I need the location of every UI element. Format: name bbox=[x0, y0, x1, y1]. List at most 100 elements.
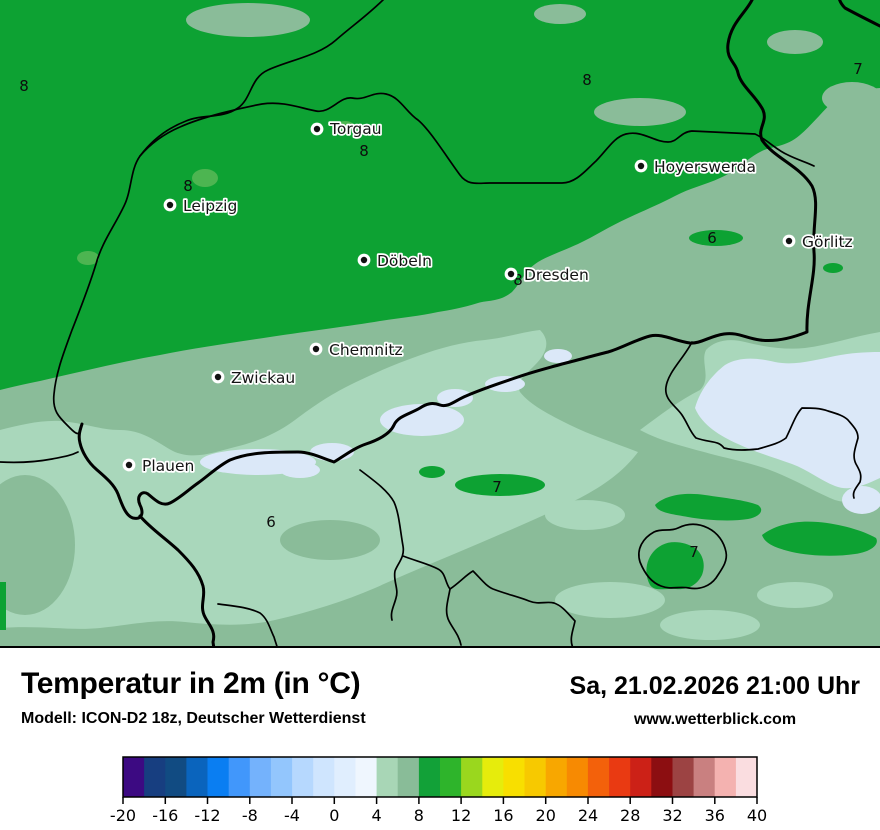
colorbar-segment bbox=[609, 757, 631, 797]
national-borders bbox=[77, 0, 880, 646]
city-marker-dot bbox=[313, 125, 321, 133]
colorbar-segment bbox=[651, 757, 673, 797]
temp-value: 8 bbox=[183, 177, 193, 195]
temp-value: 6 bbox=[266, 513, 276, 531]
colorbar-segment bbox=[123, 757, 145, 797]
city-markers: Torgau Leipzig Hoyerswerda Döbeln Dresde… bbox=[122, 118, 854, 477]
tick-label: 28 bbox=[620, 806, 640, 825]
city-marker-dot bbox=[125, 461, 133, 469]
tick-label: 20 bbox=[536, 806, 556, 825]
colorbar-segment bbox=[207, 757, 230, 797]
map-canvas: 8 8 7 8 8 6 8 6 7 7 Torgau Leipzig Hoyer… bbox=[0, 0, 880, 646]
tick-label: -20 bbox=[110, 806, 136, 825]
tick-label: 32 bbox=[662, 806, 682, 825]
map-footer: Temperatur in 2m (in °C) Sa, 21.02.2026 … bbox=[0, 648, 880, 830]
tick-label: -12 bbox=[194, 806, 220, 825]
city-marker-dot bbox=[214, 373, 222, 381]
colorbar-segment bbox=[503, 757, 525, 797]
colorbar-segment bbox=[524, 757, 547, 797]
tick-label: 40 bbox=[747, 806, 767, 825]
colorbar-segment bbox=[165, 757, 187, 797]
website-url: www.wetterblick.com bbox=[633, 711, 797, 728]
city-zwickau: Zwickau bbox=[211, 367, 297, 389]
temperature-map: 8 8 7 8 8 6 8 6 7 7 Torgau Leipzig Hoyer… bbox=[0, 0, 880, 648]
terrain-green-north bbox=[0, 0, 880, 390]
tick-label: 16 bbox=[493, 806, 513, 825]
colorbar-segment bbox=[735, 757, 758, 797]
tick-label: 4 bbox=[372, 806, 382, 825]
city-marker-dot bbox=[785, 237, 793, 245]
forecast-datetime: Sa, 21.02.2026 21:00 Uhr bbox=[569, 672, 860, 700]
colorbar-segment bbox=[587, 757, 610, 797]
tick-label: -4 bbox=[284, 806, 300, 825]
colorbar-segment bbox=[630, 757, 652, 797]
city-label: Görlitz bbox=[802, 233, 853, 251]
temp-value: 8 bbox=[19, 77, 29, 95]
terrain-lightgreen-patches bbox=[77, 121, 354, 265]
colorbar-segment bbox=[144, 757, 166, 797]
state-borders bbox=[0, 0, 862, 646]
city-goerlitz: Görlitz bbox=[782, 231, 854, 253]
tick-label: 12 bbox=[451, 806, 471, 825]
colorbar-segment bbox=[714, 757, 737, 797]
city-plauen: Plauen bbox=[122, 455, 196, 477]
colorbar-segment bbox=[440, 757, 462, 797]
city-marker-dot bbox=[360, 256, 368, 264]
colorbar-segments bbox=[123, 757, 758, 797]
city-marker-dot bbox=[637, 162, 645, 170]
city-label: Chemnitz bbox=[329, 341, 403, 359]
temp-value: 7 bbox=[492, 478, 502, 496]
temp-value: 7 bbox=[853, 60, 863, 78]
city-label: Dresden bbox=[524, 266, 589, 284]
colorbar-segment bbox=[270, 757, 293, 797]
page-title: Temperatur in 2m (in °C) bbox=[21, 667, 361, 700]
city-marker-dot bbox=[166, 201, 174, 209]
city-label: Hoyerswerda bbox=[654, 158, 756, 176]
model-info: Modell: ICON-D2 18z, Deutscher Wetterdie… bbox=[21, 710, 366, 727]
colorbar-segment bbox=[482, 757, 504, 797]
colorbar-segment bbox=[418, 757, 441, 797]
colorbar-frame bbox=[122, 756, 758, 798]
colorbar-segment bbox=[545, 757, 568, 797]
colorbar-segment bbox=[228, 757, 251, 797]
tick-label: 8 bbox=[414, 806, 424, 825]
colorbar-segment bbox=[566, 757, 589, 797]
colorbar-segment bbox=[376, 757, 399, 797]
terrain-sage-patches bbox=[186, 3, 880, 126]
tick-label: 24 bbox=[578, 806, 598, 825]
colorbar-segment bbox=[313, 757, 335, 797]
city-marker-dot bbox=[507, 270, 515, 278]
tick-label: 0 bbox=[329, 806, 339, 825]
colorbar-segment bbox=[397, 757, 420, 797]
city-dresden: Dresden bbox=[504, 264, 590, 286]
terrain-green-patches bbox=[0, 230, 877, 630]
colorbar-segment bbox=[355, 757, 378, 797]
city-label: Döbeln bbox=[377, 252, 432, 270]
colorbar-ticks bbox=[122, 797, 758, 804]
temp-value: 6 bbox=[707, 229, 717, 247]
colorbar-tick-labels: -20 -16 -12 -8 -4 0 4 8 12 16 20 24 28 3… bbox=[110, 806, 767, 825]
colorbar-segment bbox=[292, 757, 314, 797]
city-label: Plauen bbox=[142, 457, 194, 475]
colorbar-segment bbox=[672, 757, 695, 797]
terrain-pale-patches bbox=[200, 349, 880, 514]
temp-value: 8 bbox=[513, 271, 523, 289]
tick-label: -16 bbox=[152, 806, 178, 825]
tick-label: -8 bbox=[242, 806, 258, 825]
city-chemnitz: Chemnitz bbox=[309, 339, 404, 361]
temperature-values: 8 8 7 8 8 6 8 6 7 7 bbox=[19, 60, 863, 561]
temp-value: 8 bbox=[359, 142, 369, 160]
city-hoyerswerda: Hoyerswerda bbox=[634, 156, 758, 178]
city-label: Leipzig bbox=[183, 197, 237, 215]
city-label: Torgau bbox=[329, 120, 382, 138]
colorbar-segment bbox=[461, 757, 483, 797]
city-torgau: Torgau bbox=[310, 118, 383, 140]
temp-value: 8 bbox=[582, 71, 592, 89]
tick-label: 36 bbox=[705, 806, 725, 825]
temp-value: 7 bbox=[689, 543, 699, 561]
colorbar-segment bbox=[249, 757, 272, 797]
colorbar-segment bbox=[186, 757, 208, 797]
colorbar-segment bbox=[334, 757, 356, 797]
city-leipzig: Leipzig bbox=[163, 195, 239, 217]
city-doebeln: Döbeln bbox=[357, 250, 434, 272]
